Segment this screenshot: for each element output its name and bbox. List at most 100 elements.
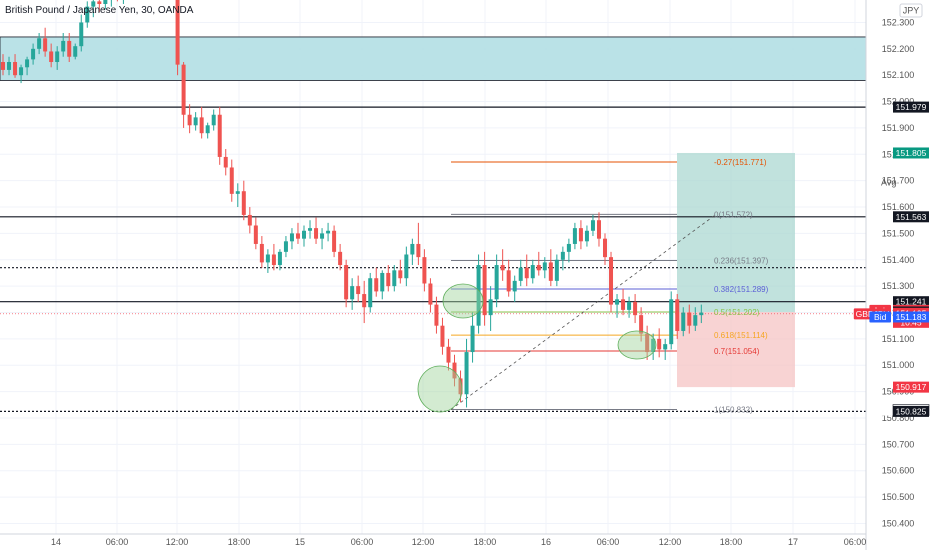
candle-body	[681, 312, 686, 331]
time-tick-label: 17	[788, 537, 798, 547]
time-tick-label: 16	[541, 537, 551, 547]
candle-body	[452, 362, 457, 379]
fib-level-label: 0.5(151.202)	[714, 308, 760, 317]
candle-body	[85, 6, 90, 23]
candle-body	[217, 114, 222, 157]
candle-body	[446, 346, 451, 363]
candle-body	[621, 299, 626, 310]
candle-body	[314, 228, 319, 239]
price-tag-value: 151.805	[896, 148, 927, 158]
price-tick-label: 150.600	[882, 466, 915, 476]
candle-body	[428, 283, 433, 305]
candle-body	[199, 117, 204, 134]
time-tick-label: 12:00	[412, 537, 435, 547]
time-tick-label: 18:00	[228, 537, 251, 547]
highlight-ellipse[interactable]	[442, 283, 484, 319]
symbol-title: British Pound / Japanese Yen, 30, OANDA	[5, 5, 194, 16]
candle-body	[578, 228, 583, 242]
candle-body	[530, 265, 535, 279]
candle-body	[97, 1, 102, 4]
price-tick-label: 152.100	[882, 70, 915, 80]
candle-body	[512, 280, 517, 292]
fib-level-label: 0.7(151.054)	[714, 347, 760, 356]
time-tick-label: 14	[51, 537, 61, 547]
price-tag-value: 150.917	[896, 382, 927, 392]
time-axis[interactable]: 14 06:00 12:00 18:00 15 06:00 12:00 18:00 16 06:0…	[0, 533, 866, 547]
price-tick-label: 151.100	[882, 334, 915, 344]
candle-body	[7, 62, 12, 70]
candle-body	[386, 272, 391, 287]
price-tag-level	[893, 405, 929, 417]
candle-body	[440, 325, 445, 347]
candle-body	[253, 225, 258, 244]
time-tick-label: 12:00	[166, 537, 189, 547]
candle-body	[91, 1, 96, 7]
fibonacci-retracement[interactable]: -0.27(151.771) 0(151.572) 0.236(151.397) 0.…	[450, 158, 769, 415]
price-tag-bid	[893, 311, 929, 323]
candle-body	[536, 265, 541, 271]
candle-body	[356, 286, 361, 295]
candle-body	[663, 344, 668, 350]
price-tag-value: 151.563	[896, 212, 927, 222]
price-tag-value: 151.241	[896, 297, 927, 307]
candle-body	[49, 51, 54, 63]
highlight-ellipse[interactable]	[617, 330, 657, 360]
candle-body	[350, 286, 355, 300]
levels-layer	[0, 106, 866, 412]
candle-body	[374, 278, 379, 292]
price-tags: 151.979151.805151.563151.241151.208Ask15…	[853, 101, 930, 417]
candle-body	[302, 230, 306, 239]
candle-body	[554, 259, 559, 281]
highlight-ellipses[interactable]	[417, 283, 657, 413]
candle-body	[380, 272, 385, 292]
price-tick-label: 152.300	[882, 17, 915, 27]
price-tag-sl	[893, 381, 929, 393]
price-tag-level	[893, 211, 929, 223]
price-axis[interactable]: 152.300 152.200 152.100 152.000 151.900 151.8…	[865, 0, 932, 550]
price-tick-label: 150.800	[882, 413, 915, 423]
candle-body	[506, 270, 511, 292]
highlight-ellipse[interactable]	[417, 365, 463, 413]
candle-body	[410, 243, 415, 255]
currency-badge-box[interactable]	[899, 3, 923, 18]
candle-body	[464, 352, 469, 395]
price-tag-level	[893, 101, 929, 113]
candle-body	[639, 315, 644, 334]
price-tick-label: 151.400	[882, 255, 915, 265]
candle-body	[699, 312, 704, 316]
time-tick-label: 06:00	[597, 537, 620, 547]
price-tag-side-box	[869, 404, 891, 416]
price-tick-label: 151.500	[882, 228, 915, 238]
fib-level-label: 0.618(151.114)	[714, 331, 768, 340]
time-tick-label: 18:00	[474, 537, 497, 547]
candle-body	[404, 254, 409, 279]
supply-zone	[0, 36, 867, 81]
candle-body	[320, 233, 325, 239]
candle-body	[61, 40, 66, 52]
price-tag-value: 150.825	[896, 406, 927, 416]
currency-badge[interactable]: JPY	[903, 6, 920, 16]
price-tick-label: 151.700	[882, 176, 915, 186]
fib-level-label: 1(150.832)	[714, 406, 753, 415]
candle-body	[609, 257, 614, 305]
price-axis-bg	[866, 0, 932, 550]
candle-body	[633, 301, 638, 316]
candle-body	[584, 230, 589, 242]
candle-body	[422, 257, 427, 284]
candle-body	[590, 220, 595, 231]
price-tag-tp	[893, 147, 929, 159]
candle-body	[181, 64, 186, 115]
candle-body	[187, 114, 192, 126]
candle-body	[392, 270, 397, 287]
candle-body	[308, 228, 313, 231]
price-tick-label: 152.200	[882, 44, 915, 54]
candle-body	[271, 254, 276, 266]
candle-body	[687, 312, 692, 326]
candle-body	[603, 238, 607, 258]
time-tick-label: 06:00	[106, 537, 129, 547]
candle-body	[229, 167, 234, 194]
price-tag-side-label: Low	[872, 405, 888, 415]
candle-body	[67, 40, 72, 57]
